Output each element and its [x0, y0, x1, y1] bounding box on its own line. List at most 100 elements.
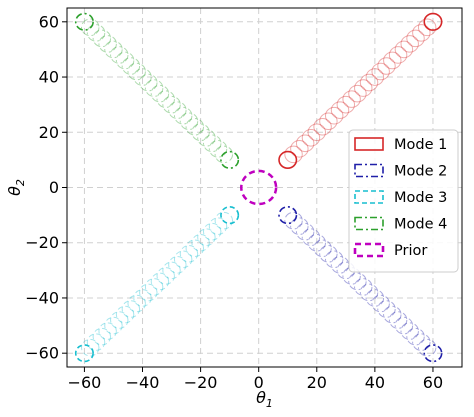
- y-tick-label: −40: [25, 288, 59, 307]
- trail-circle-mode-3: [139, 283, 158, 302]
- trail-circle-mode-1: [319, 112, 338, 131]
- trail-circle-mode-1: [330, 101, 350, 119]
- trail-circle-mode-4: [150, 84, 170, 103]
- trail-circle-mode-4: [203, 134, 222, 153]
- trail-circle-mode-1: [365, 68, 385, 86]
- trail-circle-mode-2: [377, 300, 396, 318]
- trail-circle-mode-3: [110, 311, 129, 329]
- trail-circle-mode-2: [365, 289, 385, 307]
- trail-circle-mode-3: [214, 211, 234, 230]
- trail-circle-mode-3: [150, 272, 170, 291]
- x-axis-label-main: θ: [256, 388, 266, 407]
- trail-circle-mode-3: [144, 278, 164, 296]
- legend-label: Mode 3: [394, 190, 447, 206]
- trail-circle-mode-2: [406, 327, 425, 346]
- trail-circle-mode-3: [168, 256, 187, 274]
- trail-circle-mode-4: [104, 40, 123, 59]
- trail-circle-mode-1: [354, 79, 373, 97]
- legend-box: [348, 129, 459, 273]
- y-tick-label: 20: [39, 123, 59, 142]
- trail-circle-mode-1: [383, 51, 402, 70]
- trail-circle-mode-2: [417, 338, 437, 357]
- y-tick-label: 40: [39, 68, 59, 87]
- legend-label: Mode 2: [394, 164, 447, 180]
- trail-circle-mode-3: [191, 233, 210, 252]
- trail-circle-mode-1: [394, 40, 414, 59]
- trail-circle-mode-1: [377, 57, 396, 75]
- trail-circle-mode-2: [359, 283, 379, 302]
- trail-circle-mode-3: [179, 244, 199, 263]
- trail-circle-mode-4: [162, 95, 181, 114]
- trail-circle-mode-3: [98, 322, 117, 340]
- legend-label: Prior: [394, 243, 427, 259]
- trail-circle-mode-1: [324, 106, 344, 125]
- trail-circle-mode-4: [197, 129, 216, 147]
- y-tick-label: −60: [25, 344, 59, 363]
- trail-circle-mode-3: [127, 294, 146, 313]
- trail-circle-mode-4: [156, 90, 175, 108]
- start-circle-mode-1: [278, 150, 298, 169]
- y-tick-label: 0: [49, 178, 59, 197]
- trail-circle-mode-2: [284, 211, 303, 230]
- trail-circle-mode-3: [185, 239, 205, 258]
- trail-circle-mode-3: [104, 316, 123, 335]
- end-circle-mode-3: [74, 344, 94, 363]
- trail-circle-mode-2: [412, 333, 431, 351]
- trail-circle-mode-4: [121, 57, 141, 75]
- legend-swatch: [354, 163, 384, 178]
- start-circle-mode-2: [278, 206, 298, 225]
- trail-circle-mode-3: [121, 300, 141, 318]
- trail-circle-mode-4: [98, 35, 117, 53]
- trail-circle-mode-4: [81, 18, 100, 37]
- trail-circle-mode-4: [214, 145, 234, 164]
- x-tick-label: 0: [254, 373, 264, 392]
- trail-circle-mode-2: [290, 217, 309, 235]
- legend-swatch: [354, 137, 384, 151]
- trail-circle-mode-2: [383, 305, 402, 324]
- x-tick-label: 60: [423, 373, 443, 392]
- trail-circle-mode-1: [301, 129, 321, 147]
- y-axis-label-sub: 2: [14, 179, 27, 186]
- trail-layer: [81, 18, 437, 357]
- start-circle-mode-3: [220, 206, 240, 225]
- trail-circle-mode-3: [115, 305, 135, 324]
- trail-circle-mode-1: [348, 84, 367, 103]
- trail-circle-mode-3: [173, 250, 193, 269]
- trail-circle-mode-1: [290, 140, 309, 158]
- trail-circle-mode-1: [342, 90, 361, 108]
- trail-circle-mode-4: [208, 140, 228, 158]
- trail-circle-mode-2: [295, 222, 315, 241]
- trail-circle-mode-2: [371, 294, 390, 313]
- trail-circle-mode-2: [400, 322, 419, 340]
- start-circle-mode-4: [220, 150, 240, 169]
- trail-circle-mode-4: [191, 123, 210, 142]
- trail-circle-mode-2: [313, 239, 332, 258]
- legend-swatch: [354, 190, 384, 204]
- trail-circle-mode-2: [388, 311, 408, 329]
- x-tick-label: −60: [68, 373, 102, 392]
- x-tick-label: −20: [184, 373, 218, 392]
- legend-label: Mode 1: [394, 137, 447, 153]
- trail-circle-mode-4: [92, 29, 112, 48]
- trail-circle-mode-3: [208, 217, 228, 235]
- trail-circle-mode-2: [348, 272, 367, 291]
- trail-circle-mode-3: [197, 228, 216, 246]
- trail-circle-mode-4: [127, 62, 146, 81]
- trail-circle-mode-2: [319, 244, 338, 263]
- trail-circle-mode-4: [133, 68, 152, 86]
- trail-circle-mode-4: [115, 51, 135, 70]
- trail-circle-mode-1: [388, 46, 408, 64]
- trail-circle-mode-1: [371, 62, 390, 81]
- trail-circle-mode-4: [179, 112, 199, 131]
- trail-circle-mode-2: [324, 250, 344, 269]
- trail-circle-mode-4: [173, 106, 193, 125]
- trail-circle-mode-1: [417, 18, 437, 37]
- end-circle-mode-2: [423, 344, 443, 363]
- y-axis-label-main: θ: [5, 186, 24, 196]
- trail-circle-mode-1: [406, 29, 425, 48]
- trail-circle-mode-4: [185, 117, 205, 136]
- trail-circle-mode-2: [354, 278, 373, 296]
- trail-circle-mode-2: [301, 228, 321, 246]
